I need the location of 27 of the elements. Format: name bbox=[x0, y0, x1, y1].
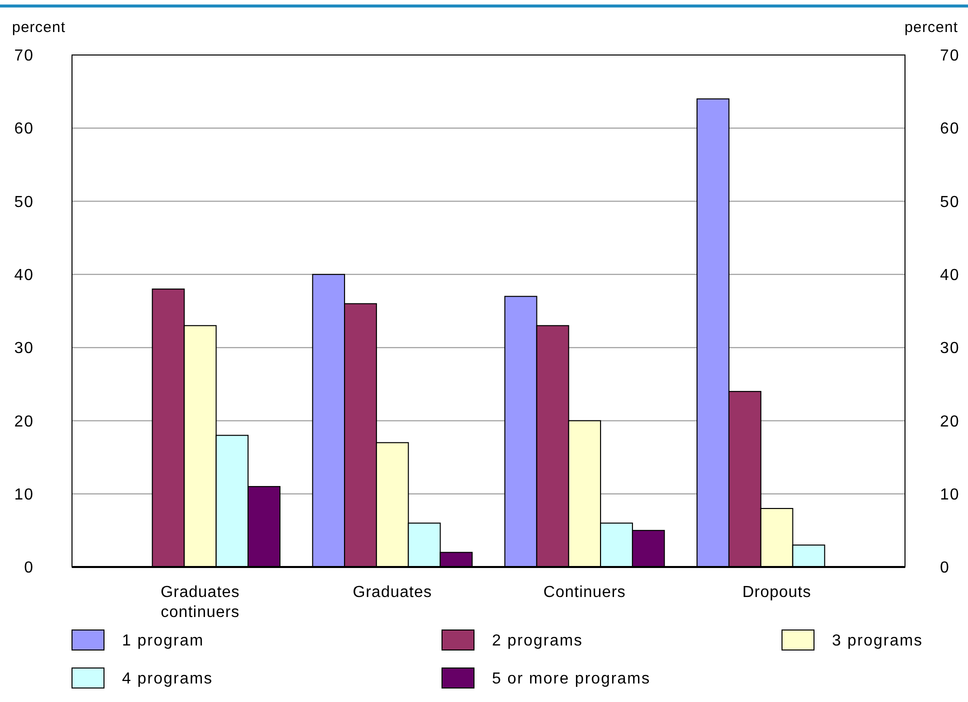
y-tick-label: 60 bbox=[14, 120, 34, 138]
x-tick-label: Continuers bbox=[543, 584, 626, 601]
y2-tick-label: 0 bbox=[940, 560, 950, 577]
y2-tick-label: 60 bbox=[940, 120, 960, 138]
y-tick-label: 70 bbox=[14, 48, 34, 65]
y-tick-label: 0 bbox=[24, 560, 34, 577]
y2-tick-label: 10 bbox=[940, 486, 960, 504]
y2-axis-title: percent bbox=[904, 19, 958, 36]
y2-tick-label: 20 bbox=[940, 413, 960, 430]
x-tick-label: Graduates bbox=[352, 584, 432, 601]
y-tick-label: 50 bbox=[14, 194, 34, 211]
x-tick-label: Graduates continuers bbox=[160, 584, 240, 621]
y2-tick-label: 40 bbox=[940, 267, 960, 284]
legend-label: 2 programs bbox=[492, 632, 583, 650]
y-tick-label: 10 bbox=[14, 486, 34, 504]
y-tick-label: 40 bbox=[14, 267, 34, 284]
legend-label: 5 or more programs bbox=[492, 670, 650, 688]
y2-tick-label: 50 bbox=[940, 194, 960, 211]
legend-label: 3 programs bbox=[832, 632, 923, 650]
y-tick-label: 20 bbox=[14, 413, 34, 430]
y-axis-title: percent bbox=[12, 19, 66, 36]
legend-label: 1 program bbox=[122, 632, 204, 650]
y-tick-label: 30 bbox=[14, 340, 34, 358]
y2-tick-label: 30 bbox=[940, 340, 960, 358]
y2-tick-label: 70 bbox=[940, 48, 960, 65]
legend-label: 4 programs bbox=[122, 670, 213, 688]
x-tick-label: Dropouts bbox=[742, 584, 812, 601]
